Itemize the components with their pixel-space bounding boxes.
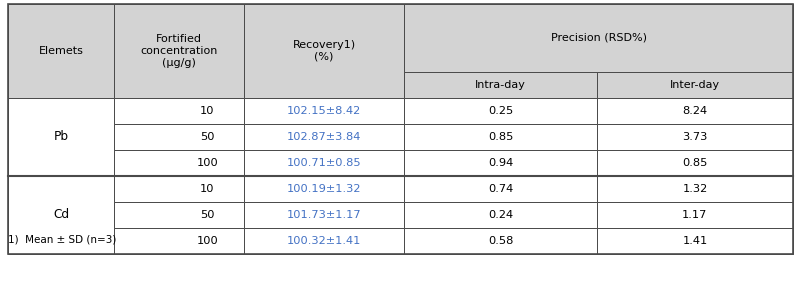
Bar — [404, 176, 597, 202]
Text: 100.19±1.32: 100.19±1.32 — [286, 184, 361, 194]
Bar — [114, 228, 244, 254]
Text: Intra-day: Intra-day — [475, 80, 526, 90]
Text: 1.17: 1.17 — [683, 210, 707, 220]
Bar — [597, 150, 793, 176]
Text: 102.15±8.42: 102.15±8.42 — [287, 106, 361, 116]
Bar — [597, 228, 793, 254]
Bar — [404, 202, 597, 228]
Bar — [114, 124, 244, 150]
Text: Elemets: Elemets — [38, 46, 83, 56]
Bar — [404, 4, 793, 72]
Bar — [8, 98, 114, 176]
Bar — [404, 150, 597, 176]
Text: 102.87±3.84: 102.87±3.84 — [287, 132, 361, 142]
Text: 50: 50 — [200, 210, 214, 220]
Text: 0.85: 0.85 — [683, 158, 707, 168]
Bar — [8, 4, 793, 254]
Text: Inter-day: Inter-day — [670, 80, 720, 90]
Text: 0.24: 0.24 — [488, 210, 513, 220]
Text: Cd: Cd — [53, 208, 69, 221]
Bar — [244, 4, 404, 98]
Text: 1)  Mean ± SD (n=3): 1) Mean ± SD (n=3) — [8, 235, 116, 245]
Text: 100.32±1.41: 100.32±1.41 — [287, 236, 361, 246]
Text: Recovery1)
(%): Recovery1) (%) — [293, 40, 355, 62]
Bar — [244, 176, 404, 202]
Bar — [8, 4, 114, 98]
Text: 0.94: 0.94 — [488, 158, 513, 168]
Text: 0.58: 0.58 — [488, 236, 513, 246]
Bar — [404, 98, 597, 124]
Bar — [114, 150, 244, 176]
Text: 100: 100 — [196, 158, 218, 168]
Bar — [404, 124, 597, 150]
Text: 3.73: 3.73 — [683, 132, 707, 142]
Text: 1.32: 1.32 — [683, 184, 707, 194]
Text: 10: 10 — [200, 184, 214, 194]
Text: 101.73±1.17: 101.73±1.17 — [286, 210, 361, 220]
Bar — [597, 72, 793, 98]
Text: Fortified
concentration
(μg/g): Fortified concentration (μg/g) — [140, 34, 217, 68]
Text: 100.71±0.85: 100.71±0.85 — [286, 158, 361, 168]
Text: 1.41: 1.41 — [683, 236, 707, 246]
Bar — [244, 98, 404, 124]
Bar — [597, 124, 793, 150]
Bar — [244, 150, 404, 176]
Bar — [114, 98, 244, 124]
Text: 10: 10 — [200, 106, 214, 116]
Text: 100: 100 — [196, 236, 218, 246]
Text: 8.24: 8.24 — [683, 106, 707, 116]
Bar — [244, 228, 404, 254]
Text: 0.25: 0.25 — [488, 106, 513, 116]
Bar — [114, 4, 244, 98]
Bar — [597, 176, 793, 202]
Bar — [404, 228, 597, 254]
Text: Precision (RSD%): Precision (RSD%) — [551, 33, 646, 43]
Bar — [597, 202, 793, 228]
Bar — [244, 202, 404, 228]
Bar — [8, 176, 114, 254]
Bar — [114, 176, 244, 202]
Bar — [404, 72, 597, 98]
Bar — [244, 124, 404, 150]
Bar — [114, 202, 244, 228]
Bar — [597, 98, 793, 124]
Text: 0.74: 0.74 — [488, 184, 513, 194]
Text: 50: 50 — [200, 132, 214, 142]
Text: Pb: Pb — [54, 131, 68, 144]
Text: 0.85: 0.85 — [488, 132, 513, 142]
